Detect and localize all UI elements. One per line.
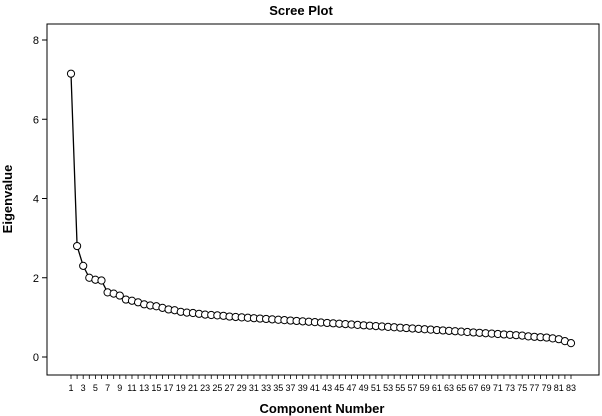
x-tick-label: 27 [225, 383, 235, 393]
x-tick-label: 53 [383, 383, 393, 393]
y-tick-label: 0 [33, 352, 39, 364]
x-tick-label: 65 [456, 383, 466, 393]
x-tick-label: 3 [81, 383, 86, 393]
data-point [566, 339, 576, 348]
x-tick-label: 35 [273, 383, 283, 393]
x-tick-label: 55 [395, 383, 405, 393]
y-tick-label: 2 [33, 273, 39, 285]
x-tick-label: 5 [93, 383, 98, 393]
x-tick-label: 37 [286, 383, 296, 393]
x-tick-label: 71 [493, 383, 503, 393]
x-tick-label: 61 [432, 383, 442, 393]
x-tick-label: 45 [334, 383, 344, 393]
plot-frame [46, 23, 600, 376]
x-tick-label: 39 [298, 383, 308, 393]
x-tick-label: 43 [322, 383, 332, 393]
y-axis-label: Eigenvalue [0, 165, 15, 234]
x-tick-label: 21 [188, 383, 198, 393]
x-tick-label: 23 [200, 383, 210, 393]
data-point [72, 241, 82, 251]
x-tick-label: 83 [566, 383, 576, 393]
x-tick-label: 59 [420, 383, 430, 393]
x-tick-label: 29 [237, 383, 247, 393]
x-tick-label: 11 [127, 383, 136, 393]
x-tick-label: 79 [542, 383, 552, 393]
x-tick-label: 51 [371, 383, 381, 393]
x-tick-label: 31 [249, 383, 259, 393]
x-tick-label: 9 [117, 383, 122, 393]
x-tick-label: 19 [176, 383, 186, 393]
x-axis-label: Component Number [260, 401, 385, 416]
x-tick-label: 81 [554, 383, 564, 393]
x-tick-label: 33 [261, 383, 271, 393]
x-tick-label: 41 [310, 383, 320, 393]
data-point [79, 261, 88, 270]
x-tick-label: 17 [164, 383, 174, 393]
chart-title: Scree Plot [269, 3, 333, 18]
x-tick-label: 7 [105, 383, 110, 393]
y-tick-label: 8 [33, 35, 39, 47]
x-tick-label: 13 [139, 383, 149, 393]
y-axis-ticks: 0 2 4 6 8 [33, 35, 47, 364]
x-tick-label: 67 [468, 383, 478, 393]
data-point [115, 291, 124, 300]
x-tick-label: 75 [517, 383, 527, 393]
y-tick-label: 6 [33, 114, 39, 126]
x-tick-label: 25 [212, 383, 222, 393]
x-tick-label: 73 [505, 383, 515, 393]
x-tick-label: 49 [359, 383, 369, 393]
x-tick-label: 57 [407, 383, 417, 393]
x-tick-label: 1 [68, 383, 73, 393]
data-point [97, 276, 106, 285]
data-point [66, 69, 76, 78]
x-tick-label: 69 [481, 383, 491, 393]
x-tick-label: 63 [444, 383, 454, 393]
x-axis-ticks: 1 3 5 7 9 11 13 15 17 19 21 23 25 27 29 31 33 35 37 39 41 43 4… [68, 375, 576, 393]
x-tick-label: 77 [529, 383, 539, 393]
data-markers [66, 69, 576, 348]
y-tick-label: 4 [33, 194, 39, 206]
x-tick-label: 15 [151, 383, 161, 393]
x-tick-label: 47 [346, 383, 356, 393]
